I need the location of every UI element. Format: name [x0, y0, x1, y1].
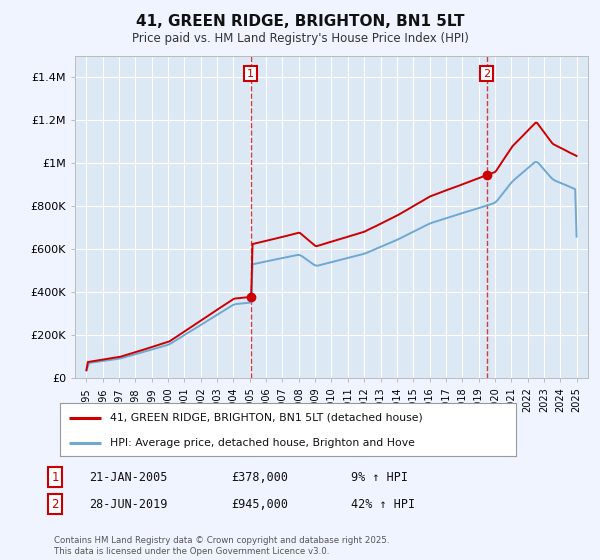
- Text: £945,000: £945,000: [231, 497, 288, 511]
- Text: 9% ↑ HPI: 9% ↑ HPI: [351, 470, 408, 484]
- Text: 42% ↑ HPI: 42% ↑ HPI: [351, 497, 415, 511]
- Text: £378,000: £378,000: [231, 470, 288, 484]
- Text: 28-JUN-2019: 28-JUN-2019: [89, 497, 167, 511]
- Text: 21-JAN-2005: 21-JAN-2005: [89, 470, 167, 484]
- Text: 2: 2: [483, 69, 490, 79]
- Text: Contains HM Land Registry data © Crown copyright and database right 2025.
This d: Contains HM Land Registry data © Crown c…: [54, 536, 389, 556]
- Text: HPI: Average price, detached house, Brighton and Hove: HPI: Average price, detached house, Brig…: [110, 438, 415, 448]
- Text: 41, GREEN RIDGE, BRIGHTON, BN1 5LT: 41, GREEN RIDGE, BRIGHTON, BN1 5LT: [136, 14, 464, 29]
- Text: 41, GREEN RIDGE, BRIGHTON, BN1 5LT (detached house): 41, GREEN RIDGE, BRIGHTON, BN1 5LT (deta…: [110, 413, 423, 423]
- Text: 1: 1: [247, 69, 254, 79]
- Text: 2: 2: [52, 497, 59, 511]
- Text: Price paid vs. HM Land Registry's House Price Index (HPI): Price paid vs. HM Land Registry's House …: [131, 32, 469, 45]
- Text: 1: 1: [52, 470, 59, 484]
